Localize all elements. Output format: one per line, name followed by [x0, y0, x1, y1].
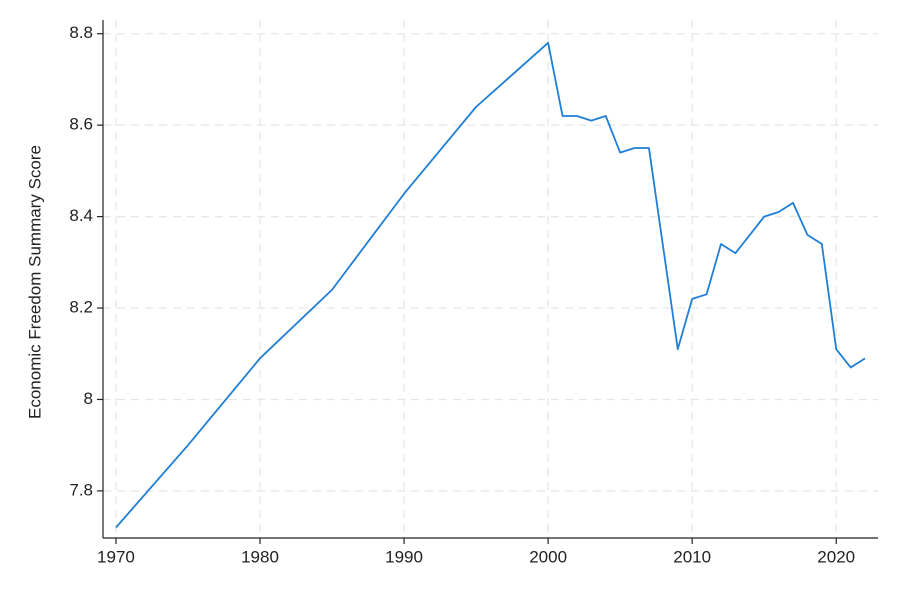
x-tick-label: 1990 [385, 547, 423, 566]
x-tick-label: 2000 [529, 547, 567, 566]
x-tick-label: 1980 [241, 547, 279, 566]
x-tick-label: 2020 [817, 547, 855, 566]
x-tick-label: 1970 [97, 547, 135, 566]
y-tick-label: 8.6 [69, 115, 93, 134]
y-tick-label: 8.8 [69, 23, 93, 42]
x-tick-label: 2010 [673, 547, 711, 566]
y-tick-label: 8 [84, 389, 93, 408]
y-tick-label: 8.4 [69, 206, 93, 225]
y-tick-label: 7.8 [69, 480, 93, 499]
y-axis-label: Economic Freedom Summary Score [25, 145, 44, 419]
data-line [115, 41, 866, 529]
y-tick-label: 8.2 [69, 298, 93, 317]
